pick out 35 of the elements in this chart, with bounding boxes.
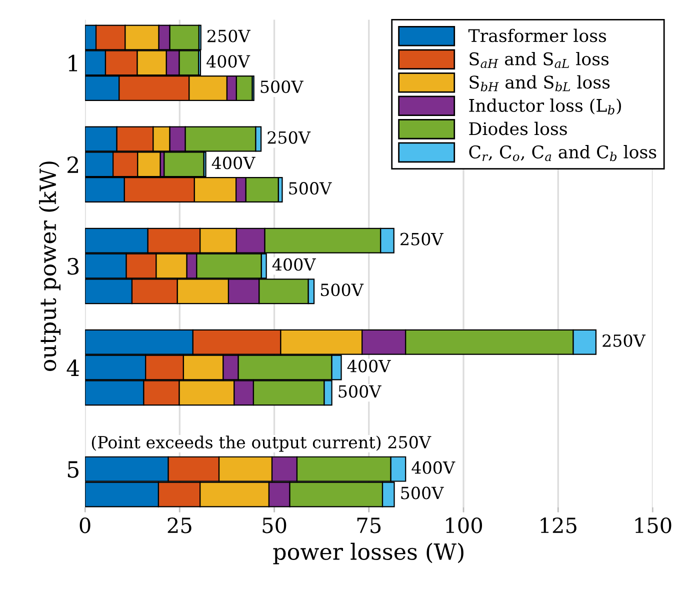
y-tick-label: 2 [68,156,78,173]
annotation: 250V [268,131,311,144]
annotation: 400V [206,55,250,68]
x-tick-label: 50 [262,517,286,534]
legend-label: S$_{aH}$ and S$_{aL}$ loss [470,52,609,68]
x-tick-label: 150 [635,517,672,534]
x-tick-label: 0 [80,517,90,534]
y-tick-label: 5 [68,461,78,478]
y-tick-label: 4 [66,359,80,376]
annotation: 400V [272,258,316,271]
annotation: 500V [401,486,444,500]
text: C$_{r}$, C$_{o}$, C$_{a}$ and C$_{b}$ loss [469,145,656,162]
legend-label: Trasformer loss [468,28,606,42]
legend-label: Diodes loss [469,122,567,136]
annotation: (Point exceeds the output current) 250V [92,436,432,452]
annotation: 400V [347,360,391,372]
x-tick-label: 100 [446,517,482,534]
annotation: 500V [320,284,364,296]
annotation: 400V [412,461,456,474]
y-axis-title: output power (kW) [38,162,60,371]
y-tick-label: 3 [68,258,79,275]
x-tick-label: 125 [540,517,576,534]
annotation: 500V [289,182,332,195]
annotation: 500V [338,385,382,398]
annotation: 250V [602,334,646,347]
legend-label: S$_{bH}$ and S$_{bL}$ loss [470,75,610,92]
x-axis-title: power losses (W) [273,542,464,564]
annotation: 250V [208,30,251,42]
x-tick-label: 25 [168,517,192,534]
y-tick-label: 1 [68,54,78,72]
annotation: 250V [400,232,444,246]
x-tick-label: 75 [357,518,381,534]
legend-label: Inductor loss (L$_{b}$) [469,98,621,115]
annotation: 400V [212,156,256,170]
annotation: 500V [260,80,304,94]
